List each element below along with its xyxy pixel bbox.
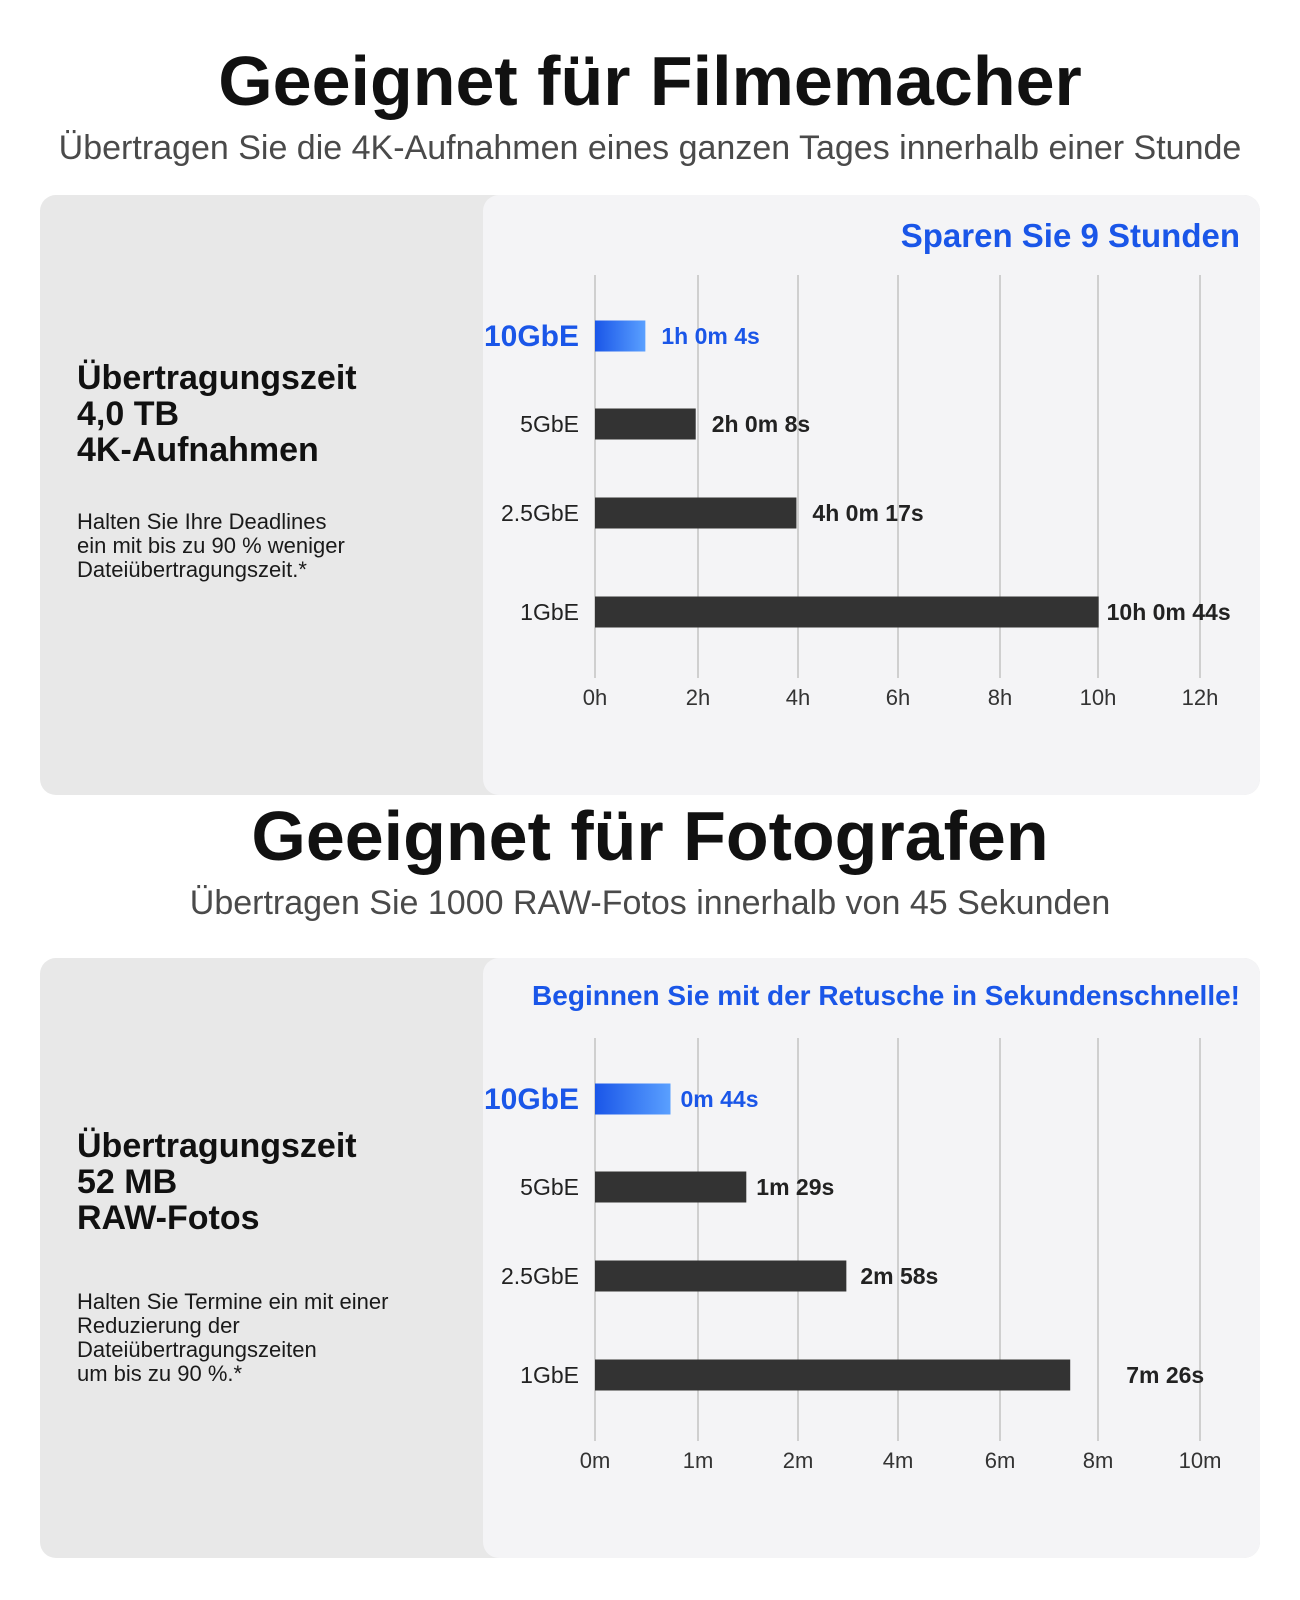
x-tick-label: 1m (683, 1448, 714, 1473)
card-description-line: um bis zu 90 %.* (77, 1361, 243, 1386)
category-label: 1GbE (520, 1362, 579, 1388)
x-tick-label: 2h (686, 685, 710, 710)
bar (595, 1171, 747, 1203)
card-info: Übertragungszeit 4,0 TB 4K-Aufnahmen Hal… (40, 195, 480, 795)
bar (595, 1260, 847, 1292)
data-label: 1m 29s (756, 1174, 834, 1200)
x-tick-label: 6h (886, 685, 910, 710)
bar (595, 596, 1099, 628)
card-heading-line: Übertragungszeit (77, 359, 357, 397)
card-heading-line: 4K-Aufnahmen (77, 431, 319, 469)
chart-title: Sparen Sie 9 Stunden (900, 217, 1240, 254)
category-label: 10GbE (484, 1083, 579, 1116)
card-description: Halten Sie Ihre Deadlines ein mit bis zu… (77, 510, 477, 582)
x-tick-label: 6m (985, 1448, 1016, 1473)
card-description-line: Dateiübertragungszeit.* (77, 557, 307, 582)
card-heading-line: 4,0 TB (77, 395, 180, 433)
card-description-line: Dateiübertragungszeiten (77, 1337, 317, 1362)
data-label: 7m 26s (1126, 1362, 1204, 1388)
data-label: 2h 0m 8s (712, 411, 810, 437)
category-label: 1GbE (520, 599, 579, 625)
bar-chart: 0h 2h 4h 6h 8h 10h 12h 10GbE 1h 0m 4s 5GbE 2h 0m 8… (484, 275, 1231, 710)
card-description-line: Halten Sie Ihre Deadlines (77, 509, 327, 534)
section-subtitle: Übertragen Sie 1000 RAW-Fotos innerhalb … (189, 884, 1111, 922)
card-description-line: ein mit bis zu 90 % weniger (77, 533, 345, 558)
card-description-line: Halten Sie Termine ein mit einer (77, 1289, 389, 1314)
x-tick-label: 8h (988, 685, 1012, 710)
section-filmmakers: Geeignet für Filmemacher Übertragen Sie … (0, 40, 1300, 170)
category-label: 5GbE (520, 1174, 579, 1200)
x-tick-label: 12h (1182, 685, 1219, 710)
card-heading: Übertragungszeit 4,0 TB 4K-Aufnahmen (77, 360, 477, 468)
chart-panel: Beginnen Sie mit der Retusche in Sekunde… (483, 958, 1260, 1558)
card-description: Halten Sie Termine ein mit einer Reduzie… (77, 1290, 477, 1386)
x-tick-label: 4m (883, 1448, 914, 1473)
card-heading-line: 52 MB (77, 1163, 178, 1201)
category-label: 10GbE (484, 320, 579, 353)
card-heading: Übertragungszeit 52 MB RAW-Fotos (77, 1128, 477, 1236)
bar (595, 1083, 671, 1115)
chart-card-filmmakers: Übertragungszeit 4,0 TB 4K-Aufnahmen Hal… (40, 195, 1260, 795)
bar (595, 408, 696, 440)
x-tick-label: 0h (583, 685, 607, 710)
card-info: Übertragungszeit 52 MB RAW-Fotos Halten … (40, 958, 480, 1558)
data-label: 0m 44s (680, 1086, 758, 1112)
x-tick-label: 2m (783, 1448, 814, 1473)
bar (595, 1359, 1071, 1391)
bar (595, 497, 797, 529)
data-label: 1h 0m 4s (661, 323, 759, 349)
chart-card-photographers: Übertragungszeit 52 MB RAW-Fotos Halten … (40, 958, 1260, 1558)
chart-title: Beginnen Sie mit der Retusche in Sekunde… (532, 980, 1240, 1011)
bar (595, 320, 646, 352)
data-label: 2m 58s (860, 1263, 938, 1289)
x-tick-label: 10m (1179, 1448, 1222, 1473)
category-label: 5GbE (520, 411, 579, 437)
section-title: Geeignet für Fotografen (251, 797, 1049, 875)
data-label: 10h 0m 44s (1107, 599, 1231, 625)
chart-panel: Sparen Sie 9 Stunden 0h 2h 4h 6h 8h 10h 12h 10G… (483, 195, 1260, 795)
section-subtitle: Übertragen Sie die 4K-Aufnahmen eines ga… (58, 129, 1242, 167)
section-title: Geeignet für Filmemacher (218, 42, 1082, 120)
category-label: 2.5GbE (501, 500, 579, 526)
section-photographers: Geeignet für Fotografen Übertragen Sie 1… (0, 795, 1300, 925)
category-label: 2.5GbE (501, 1263, 579, 1289)
bar-chart: 0m 1m 2m 4m 6m 8m 10m 10GbE 0m 44s 5GbE 1m 29s 2.5G… (484, 1038, 1222, 1473)
x-tick-label: 0m (580, 1448, 611, 1473)
card-heading-line: RAW-Fotos (77, 1199, 260, 1237)
card-description-line: Reduzierung der (77, 1313, 240, 1338)
data-label: 4h 0m 17s (812, 500, 923, 526)
card-heading-line: Übertragungszeit (77, 1127, 357, 1165)
x-tick-label: 10h (1080, 685, 1117, 710)
x-tick-label: 4h (786, 685, 810, 710)
x-tick-label: 8m (1083, 1448, 1114, 1473)
